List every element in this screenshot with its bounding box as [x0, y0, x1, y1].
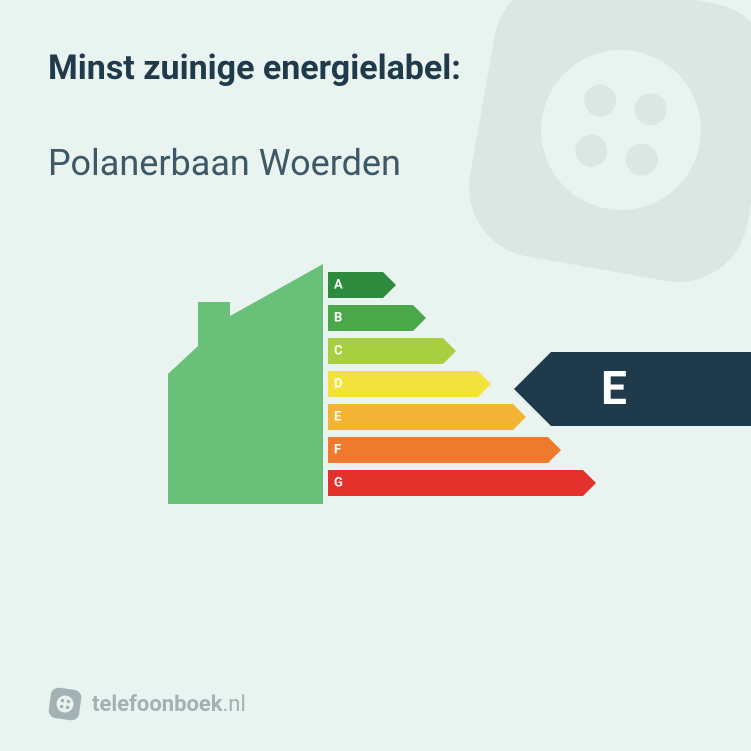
bar-label: F — [334, 443, 341, 458]
bar-arrow-tip — [443, 338, 456, 364]
house-icon — [168, 264, 323, 504]
location-subtitle: Polanerbaan Woerden — [48, 142, 703, 184]
bar-body: G — [328, 470, 583, 496]
bar-label: D — [334, 377, 342, 392]
bar-arrow-tip — [413, 305, 426, 331]
bar-body: C — [328, 338, 443, 364]
bar-body: D — [328, 371, 478, 397]
bar-body: A — [328, 272, 383, 298]
bar-arrow-tip — [548, 437, 561, 463]
energy-bar-a: A — [328, 272, 583, 298]
brand-icon — [48, 687, 82, 721]
bar-arrow-tip — [383, 272, 396, 298]
brand-name-bold: telefoonboek — [92, 692, 223, 717]
bar-arrow-tip — [478, 371, 491, 397]
energy-bar-g: G — [328, 470, 583, 496]
rating-letter: E — [601, 362, 627, 416]
bar-label: A — [334, 278, 343, 293]
bar-label: C — [334, 344, 343, 359]
bar-label: E — [334, 410, 341, 425]
page-title: Minst zuinige energielabel: — [48, 48, 703, 88]
brand-text: telefoonboek.nl — [92, 692, 246, 717]
footer-brand: telefoonboek.nl — [48, 687, 246, 721]
bar-body: E — [328, 404, 513, 430]
bar-body: F — [328, 437, 548, 463]
energy-bar-b: B — [328, 305, 583, 331]
bar-label: G — [334, 476, 343, 491]
energy-bar-f: F — [328, 437, 583, 463]
bar-arrow-tip — [583, 470, 596, 496]
rating-badge: E — [551, 352, 751, 426]
bar-body: B — [328, 305, 413, 331]
bar-label: B — [334, 311, 342, 326]
brand-name-light: .nl — [223, 692, 246, 717]
